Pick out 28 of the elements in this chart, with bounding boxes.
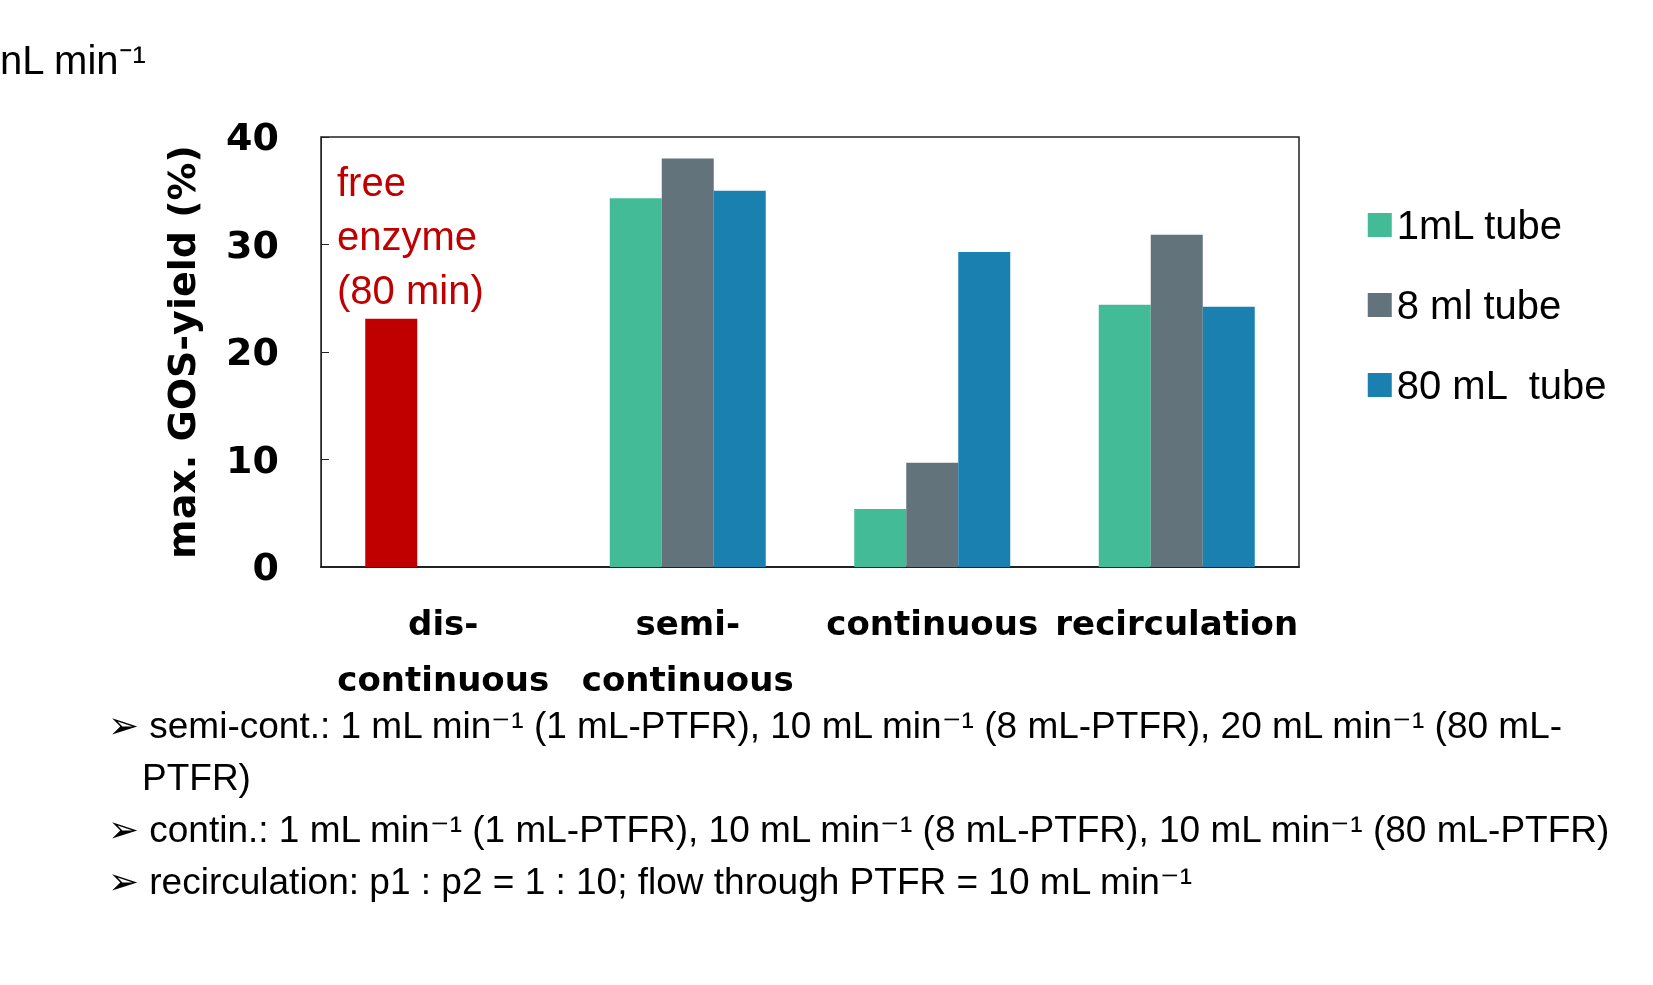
x-tick-label: continuous: [826, 603, 1039, 643]
bar: [906, 462, 959, 567]
y-tick-label: 10: [226, 437, 279, 482]
x-tick-label: dis-continuous: [337, 603, 550, 699]
bar: [609, 198, 662, 567]
legend-label: 1mL tube: [1396, 203, 1563, 247]
bar: [958, 252, 1011, 567]
bar: [1150, 234, 1203, 567]
y-axis-title: max. GOS-yield (%): [160, 145, 204, 559]
bar: [365, 318, 418, 567]
text: ➢ semi-cont.: 1 mL min⁻¹ (1 mL-PTFR), 10 mL min⁻¹ (8 mL-PTFR), 20 mL min⁻¹ (80 mL-PTFR): [108, 704, 1564, 800]
y-tick-label: 20: [226, 330, 279, 374]
bar: [661, 158, 714, 567]
legend-label: 8 ml tube: [1396, 283, 1562, 327]
bar: [713, 190, 766, 567]
series-label: free enzyme (80 min): [337, 160, 489, 312]
legend-label: 80 mL tube: [1396, 363, 1607, 407]
y-tick-label: 30: [226, 222, 279, 267]
text: ➢ recirculation: p1 : p2 = 1 : 10; flow through PTFR = 10 mL min⁻¹: [108, 860, 1194, 904]
x-tick-label: recirculation: [1055, 603, 1299, 643]
bar: [1202, 306, 1255, 567]
y-tick-label: 40: [226, 115, 279, 159]
bar: [854, 508, 907, 567]
text: ➢ contin.: 1 mL min⁻¹ (1 mL-PTFR), 10 mL min⁻¹ (8 mL-PTFR), 10 mL min⁻¹ (80 mL-PTFR): [108, 808, 1611, 852]
x-tick-label: semi-continuous: [581, 603, 794, 699]
y-tick-label: 0: [252, 545, 279, 589]
bar: [1098, 304, 1151, 567]
text: nL min⁻¹: [0, 38, 146, 82]
